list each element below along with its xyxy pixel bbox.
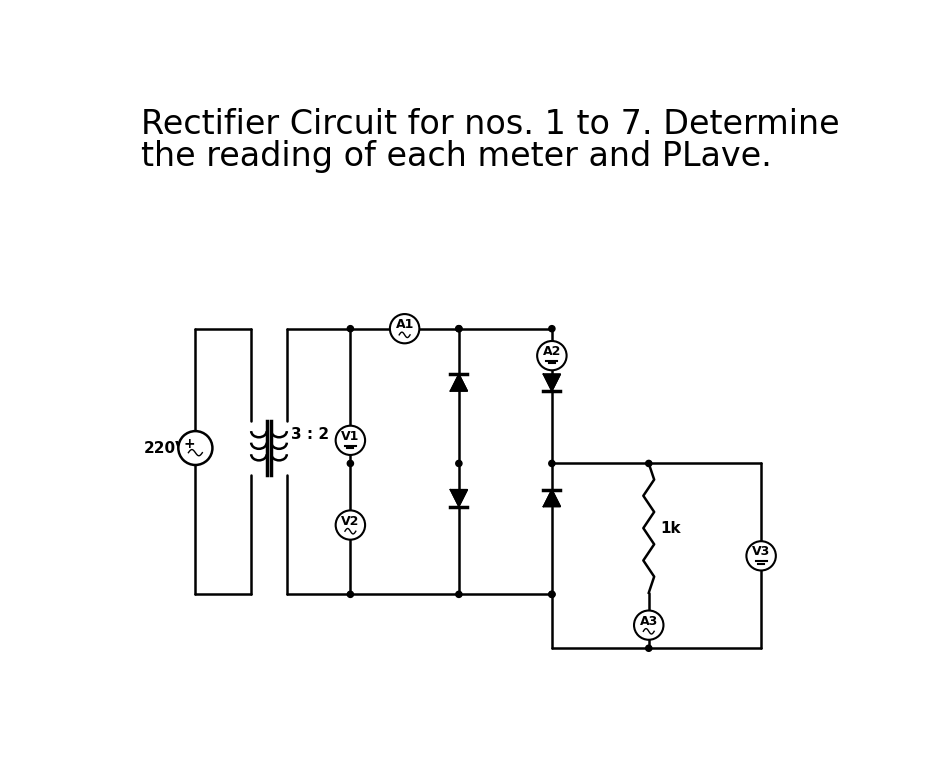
Circle shape xyxy=(549,591,555,597)
Circle shape xyxy=(347,591,354,597)
Circle shape xyxy=(549,461,555,467)
Text: Rectifier Circuit for nos. 1 to 7. Determine: Rectifier Circuit for nos. 1 to 7. Deter… xyxy=(141,108,840,141)
Text: 1k: 1k xyxy=(660,521,681,536)
Circle shape xyxy=(549,325,555,332)
Circle shape xyxy=(455,591,462,597)
Text: V1: V1 xyxy=(341,430,359,443)
Polygon shape xyxy=(543,374,560,391)
Circle shape xyxy=(347,325,354,332)
Text: 3 : 2: 3 : 2 xyxy=(290,427,329,442)
Circle shape xyxy=(347,461,354,467)
Circle shape xyxy=(455,325,462,332)
Circle shape xyxy=(538,341,567,370)
Circle shape xyxy=(747,541,776,571)
Circle shape xyxy=(634,611,664,640)
Text: V2: V2 xyxy=(341,515,359,528)
Text: A1: A1 xyxy=(395,318,414,332)
Circle shape xyxy=(455,325,462,332)
Circle shape xyxy=(336,425,365,455)
Circle shape xyxy=(646,461,652,467)
Text: V3: V3 xyxy=(752,546,770,558)
Text: 220V: 220V xyxy=(144,440,188,456)
Circle shape xyxy=(549,591,555,597)
Text: +: + xyxy=(183,437,195,451)
Circle shape xyxy=(336,511,365,540)
Circle shape xyxy=(178,431,212,465)
Polygon shape xyxy=(543,490,560,507)
Text: the reading of each meter and PLave.: the reading of each meter and PLave. xyxy=(141,141,772,174)
Circle shape xyxy=(455,461,462,467)
Circle shape xyxy=(389,314,420,343)
Circle shape xyxy=(646,645,652,651)
Polygon shape xyxy=(451,374,468,391)
Polygon shape xyxy=(451,490,468,507)
Text: A3: A3 xyxy=(639,615,658,628)
Text: A2: A2 xyxy=(542,346,561,358)
